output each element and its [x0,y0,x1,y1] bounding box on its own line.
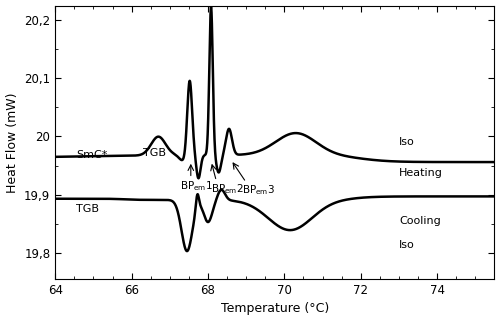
Text: BP$_{\rm em}$2: BP$_{\rm em}$2 [211,182,244,196]
Text: BP$_{\rm em}$3: BP$_{\rm em}$3 [242,183,274,197]
Y-axis label: Heat Flow (mW): Heat Flow (mW) [6,92,18,193]
Text: BP$_{\rm em}$1: BP$_{\rm em}$1 [180,179,213,193]
Text: Iso: Iso [399,240,414,250]
Text: Iso: Iso [399,137,414,147]
Text: Heating: Heating [399,168,443,178]
Text: Cooling: Cooling [399,216,440,226]
Text: TGB: TGB [143,148,166,158]
X-axis label: Temperature (°C): Temperature (°C) [220,302,329,316]
Text: SmC*: SmC* [76,150,108,160]
Text: TGB: TGB [76,204,99,214]
